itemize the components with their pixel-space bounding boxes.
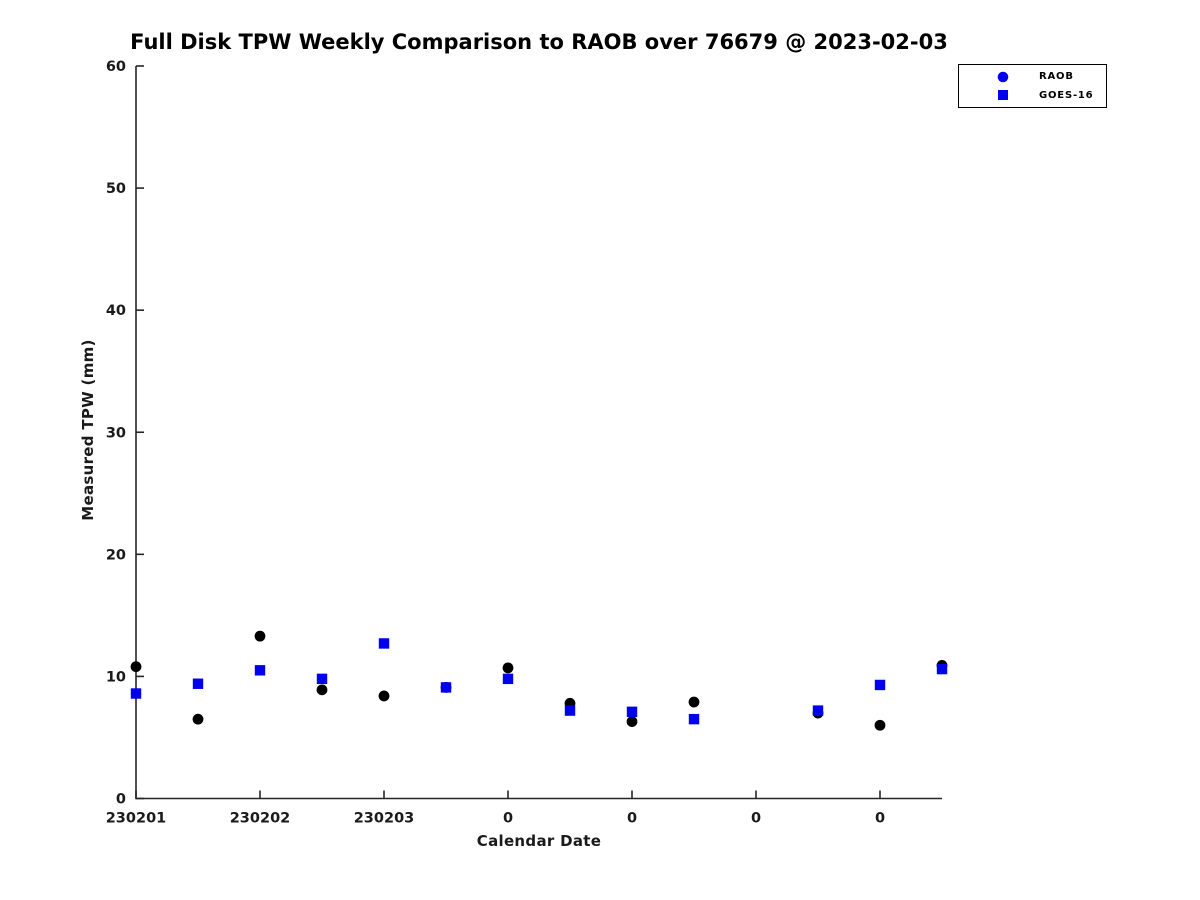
x-axis-label: Calendar Date [476, 832, 602, 850]
y-tick-label: 50 [106, 181, 126, 197]
raob-marker [502, 662, 514, 674]
goes16-marker [564, 705, 576, 716]
legend-entry-goes16: GOES-16 [995, 88, 1106, 102]
goes16-marker [936, 663, 948, 675]
raob-legend-label: RAOB [1039, 71, 1074, 83]
raob-marker [378, 690, 390, 702]
goes16-marker [254, 665, 266, 676]
axes-spines [135, 66, 942, 800]
raob-marker [874, 719, 886, 731]
raob-marker [254, 630, 266, 642]
goes16-legend-marker [998, 90, 1008, 101]
goes16-marker [378, 638, 390, 649]
x-tick-label: 0 [751, 811, 761, 827]
goes16-marker [502, 673, 514, 685]
x-tick-label: 0 [875, 811, 885, 827]
goes16-marker [130, 688, 142, 699]
raob-marker [316, 684, 328, 696]
goes16-marker [440, 682, 452, 693]
raob-marker [688, 696, 700, 708]
goes16-marker [316, 673, 328, 685]
y-tick-label: 30 [106, 425, 126, 441]
goes16-marker [192, 678, 204, 689]
y-tick-label: 20 [106, 547, 126, 563]
y-tick-label: 10 [106, 669, 126, 685]
chart-title: Full Disk TPW Weekly Comparison to RAOB … [130, 30, 948, 54]
x-tick-label: 0 [503, 811, 513, 827]
x-tick-label: 230202 [230, 811, 291, 827]
goes16-marker [812, 705, 824, 716]
goes16-marker [874, 679, 886, 691]
x-tick-label: 230201 [106, 811, 167, 827]
goes16-marker [688, 713, 700, 725]
raob-marker [192, 713, 204, 725]
goes16-marker [626, 706, 638, 718]
raob-marker [626, 716, 638, 727]
y-tick-label: 60 [106, 59, 126, 75]
raob-legend-marker [997, 71, 1009, 82]
raob-marker [130, 661, 142, 673]
legend-entry-raob: RAOB [995, 70, 1106, 84]
x-tick-label: 0 [627, 811, 637, 827]
legend: RAOB GOES-16 [958, 64, 1107, 108]
y-tick-label: 0 [116, 792, 126, 808]
goes16-legend-label: GOES-16 [1039, 89, 1094, 101]
y-tick-label: 40 [106, 303, 126, 319]
goes16-square-icon [995, 89, 1011, 101]
x-tick-label: 230203 [354, 811, 415, 827]
raob-circle-icon [995, 71, 1011, 83]
